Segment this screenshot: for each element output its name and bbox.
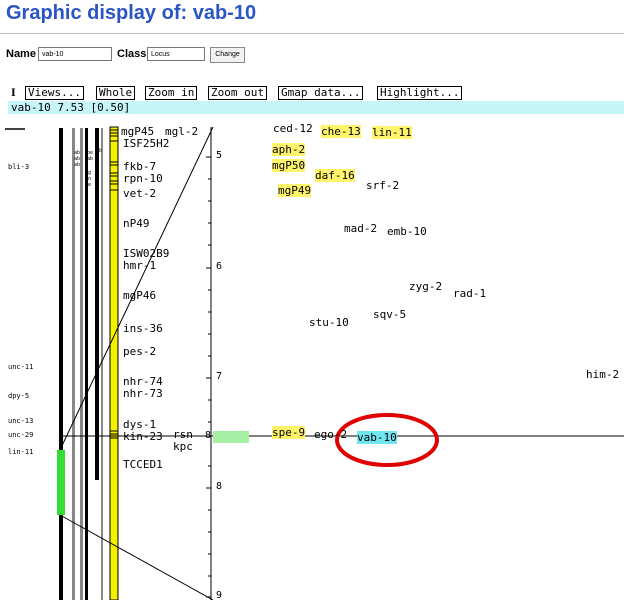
- locus-fkb7[interactable]: fkb-7: [123, 160, 157, 173]
- gene-daf16[interactable]: daf-16: [315, 169, 355, 182]
- svg-text:ab: ab: [74, 156, 80, 162]
- gene-stu10[interactable]: stu-10: [309, 316, 349, 329]
- locus-mgl2[interactable]: mgl-2: [165, 125, 199, 138]
- svg-text:ab: ab: [74, 150, 80, 156]
- locus-mgp46[interactable]: mgP46: [123, 289, 157, 302]
- locus-rpn10[interactable]: rpn-10: [123, 172, 163, 185]
- gene-rad1[interactable]: rad-1: [453, 287, 487, 300]
- locus-nhr74[interactable]: nhr-74: [123, 375, 163, 388]
- svg-text:ab: ab: [96, 148, 102, 154]
- gene-ego2[interactable]: ego-2: [314, 428, 348, 441]
- locus-vet2[interactable]: vet-2: [123, 187, 157, 200]
- locus-kin23[interactable]: kin-23: [123, 430, 163, 443]
- gene-him2[interactable]: him-2: [586, 368, 620, 381]
- views-button[interactable]: Views...: [25, 86, 84, 100]
- focus-region[interactable]: [213, 431, 249, 443]
- svg-text:ab: ab: [87, 156, 93, 162]
- svg-text:ab: ab: [74, 162, 80, 168]
- scale-label: 6: [216, 261, 223, 272]
- scale-label: 8: [205, 430, 212, 441]
- locus-nhr73[interactable]: nhr-73: [123, 387, 163, 400]
- gene-emb10[interactable]: emb-10: [387, 225, 427, 238]
- zoom-connector: [59, 514, 214, 600]
- gene-mgp50[interactable]: mgP50: [272, 159, 306, 172]
- locus-rsn[interactable]: rsn: [173, 428, 193, 441]
- svg-text:n: n: [88, 176, 91, 182]
- class-input[interactable]: Locus: [147, 47, 205, 61]
- chromosome-bar[interactable]: [109, 126, 119, 600]
- gene-mad2[interactable]: mad-2: [344, 222, 378, 235]
- left-label-bli3[interactable]: bli-3: [8, 163, 30, 171]
- gmap-data-button[interactable]: Gmap data...: [278, 86, 364, 100]
- left-label-unc13[interactable]: unc-13: [8, 417, 34, 425]
- annotation-ellipse: [335, 413, 439, 467]
- gene-lin11[interactable]: lin-11: [372, 126, 412, 139]
- svg-text:e: e: [88, 182, 91, 188]
- scale-label: 5: [216, 150, 223, 161]
- zoom-in-button[interactable]: Zoom in: [145, 86, 198, 100]
- scale-ticks: [206, 156, 211, 598]
- svg-text:be: be: [87, 150, 93, 156]
- map-line: [101, 128, 103, 600]
- whole-button[interactable]: Whole: [96, 86, 136, 100]
- gene-zyg2[interactable]: zyg-2: [409, 280, 443, 293]
- change-button[interactable]: Change: [210, 47, 245, 63]
- map-line: [95, 128, 99, 480]
- toolbar-marker: I: [9, 85, 18, 100]
- page-title: Graphic display of: vab-10: [6, 2, 257, 24]
- gene-sqv5[interactable]: sqv-5: [373, 308, 407, 321]
- svg-text:p: p: [96, 154, 99, 160]
- locus-hmr1[interactable]: hmr-1: [123, 259, 157, 272]
- highlight-button[interactable]: Highlight...: [377, 86, 463, 100]
- map-line: [72, 128, 75, 600]
- zoom-connector: [59, 126, 214, 451]
- locus-dys1[interactable]: dys-1: [123, 418, 157, 431]
- gene-che13[interactable]: che-13: [321, 125, 361, 138]
- locus-kpc[interactable]: kpc: [173, 440, 193, 453]
- name-label: Name: [6, 48, 36, 60]
- locus-tcced1[interactable]: TCCED1: [123, 458, 163, 471]
- locus-np49[interactable]: nP49: [123, 217, 150, 230]
- gene-srf2[interactable]: srf-2: [366, 179, 400, 192]
- left-label-unc29[interactable]: unc-29: [8, 431, 34, 439]
- left-label-lin11[interactable]: lin-11: [8, 448, 34, 456]
- title-divider: [0, 33, 624, 34]
- gene-aph2[interactable]: aph-2: [272, 143, 306, 156]
- scale-label: 8: [216, 481, 223, 492]
- locus-mgp45[interactable]: mgP45: [121, 125, 155, 138]
- class-label: Class: [117, 48, 147, 60]
- left-label-unc11[interactable]: unc-11: [8, 363, 34, 371]
- locus-ins36[interactable]: ins-36: [123, 322, 163, 335]
- locus-isf25h2[interactable]: ISF25H2: [123, 137, 170, 150]
- map-line: [85, 128, 88, 600]
- interval-marker[interactable]: [57, 450, 65, 515]
- map-line: [80, 128, 83, 600]
- chromosome-line: [59, 128, 63, 600]
- locus-info-bar: vab-10 7.53 [0.50]: [8, 101, 624, 114]
- gene-mgp49[interactable]: mgP49: [278, 184, 312, 197]
- zoom-out-button[interactable]: Zoom out: [208, 86, 267, 100]
- name-input[interactable]: vab-10: [38, 47, 112, 61]
- scale-label: 7: [216, 371, 223, 382]
- gene-ced12[interactable]: ced-12: [273, 122, 313, 135]
- scale-label: 9: [216, 590, 223, 601]
- locus-pes2[interactable]: pes-2: [123, 345, 157, 358]
- locus-isw02b9[interactable]: ISW02B9: [123, 247, 170, 260]
- gene-spe9[interactable]: spe-9: [272, 426, 306, 439]
- gene-vab10[interactable]: vab-10: [357, 431, 397, 444]
- left-label-dpy5[interactable]: dpy-5: [8, 392, 30, 400]
- svg-text:g: g: [88, 170, 91, 176]
